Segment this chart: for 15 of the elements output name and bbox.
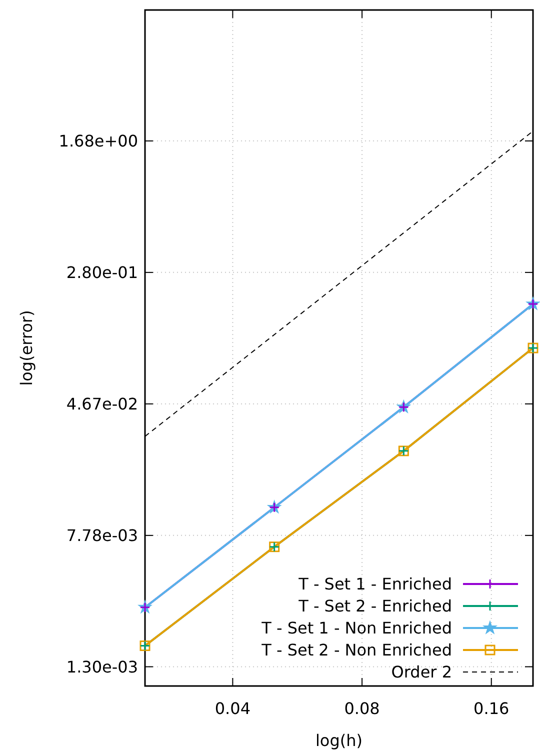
legend-label: Order 2 bbox=[391, 662, 452, 682]
y-axis-title: log(error) bbox=[17, 310, 36, 386]
y-tick-label: 7.78e-03 bbox=[66, 526, 138, 546]
x-axis-title: log(h) bbox=[315, 731, 363, 750]
y-tick-label: 1.30e-03 bbox=[66, 657, 138, 676]
legend-label: T - Set 1 - Non Enriched bbox=[260, 618, 452, 638]
y-tick-label: 2.80e-01 bbox=[66, 263, 138, 282]
x-tick-label: 0.16 bbox=[474, 699, 510, 718]
legend-label: T - Set 2 - Enriched bbox=[298, 596, 452, 616]
legend-label: T - Set 2 - Non Enriched bbox=[260, 640, 452, 660]
x-tick-label: 0.08 bbox=[344, 699, 380, 718]
x-tick-label: 0.04 bbox=[214, 699, 251, 718]
y-tick-label: 1.68e+00 bbox=[58, 132, 138, 151]
y-tick-label: 4.67e-02 bbox=[66, 394, 138, 414]
legend-label: T - Set 1 - Enriched bbox=[298, 574, 452, 594]
